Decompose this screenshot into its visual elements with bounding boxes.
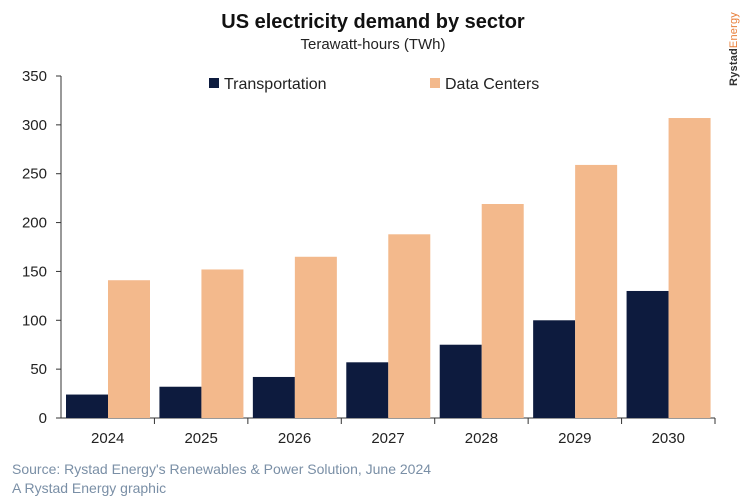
- transportation-bar: [66, 394, 108, 418]
- legend-label-data-centers: Data Centers: [445, 76, 539, 93]
- y-tick-label: 200: [22, 215, 47, 232]
- transportation-bar: [252, 376, 295, 418]
- credit-note: A Rystad Energy graphic: [12, 480, 167, 496]
- data-centers-bar: [294, 256, 337, 418]
- data-centers-bar: [481, 204, 524, 418]
- y-tick-label: 350: [22, 68, 47, 85]
- source-note: Source: Rystad Energy's Renewables & Pow…: [12, 461, 432, 477]
- transportation-bar: [533, 320, 576, 418]
- legend-swatch-transportation: [209, 78, 219, 88]
- transportation-bar: [439, 344, 482, 418]
- transportation-bar: [346, 362, 389, 418]
- y-tick-label: 100: [22, 312, 47, 329]
- x-tick-label: 2028: [465, 430, 498, 447]
- x-tick-label: 2024: [91, 430, 124, 447]
- chart-title: US electricity demand by sector: [221, 11, 525, 33]
- legend-label-transportation: Transportation: [224, 76, 327, 93]
- y-tick-label: 50: [30, 361, 47, 378]
- data-centers-bar: [668, 118, 711, 418]
- data-centers-bar: [108, 280, 150, 418]
- y-tick-label: 0: [39, 410, 47, 427]
- x-tick-label: 2026: [278, 430, 311, 447]
- x-tick-label: 2029: [558, 430, 591, 447]
- bar-chart: 0 50 100 150 200 250 300 350 2024 2025 2026 2027 202…: [22, 68, 716, 447]
- y-tick-label: 150: [22, 263, 47, 280]
- y-tick-label: 300: [22, 117, 47, 134]
- x-tick-label: 2030: [652, 430, 685, 447]
- transportation-bar: [626, 290, 669, 418]
- legend-swatch-data-centers: [430, 78, 440, 88]
- chart-subtitle: Terawatt-hours (TWh): [300, 36, 446, 53]
- transportation-bar: [159, 386, 202, 418]
- y-tick-label: 250: [22, 166, 47, 183]
- data-centers-bar: [575, 164, 618, 418]
- data-centers-bar: [201, 269, 244, 418]
- data-centers-bar: [388, 234, 431, 418]
- x-tick-label: 2025: [184, 430, 217, 447]
- x-tick-label: 2027: [371, 430, 404, 447]
